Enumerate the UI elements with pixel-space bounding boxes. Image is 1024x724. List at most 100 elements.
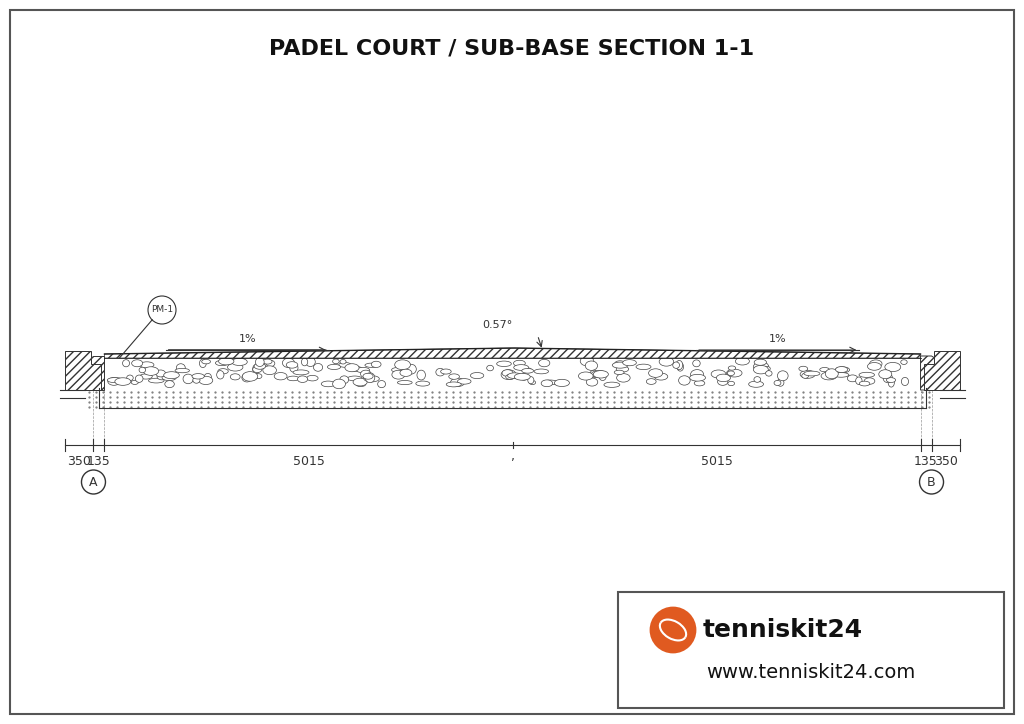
Ellipse shape bbox=[193, 374, 205, 379]
Ellipse shape bbox=[255, 358, 264, 366]
Ellipse shape bbox=[230, 374, 241, 380]
Ellipse shape bbox=[200, 359, 206, 368]
Ellipse shape bbox=[581, 356, 594, 366]
Ellipse shape bbox=[263, 359, 272, 364]
Ellipse shape bbox=[132, 360, 142, 367]
Ellipse shape bbox=[763, 366, 770, 371]
Ellipse shape bbox=[218, 369, 228, 374]
Ellipse shape bbox=[255, 374, 262, 379]
Ellipse shape bbox=[506, 374, 515, 379]
Circle shape bbox=[920, 470, 943, 494]
Ellipse shape bbox=[199, 376, 213, 384]
Ellipse shape bbox=[305, 357, 315, 366]
Ellipse shape bbox=[679, 376, 690, 385]
Ellipse shape bbox=[307, 375, 318, 381]
Ellipse shape bbox=[355, 382, 366, 387]
Ellipse shape bbox=[543, 380, 558, 384]
Ellipse shape bbox=[266, 361, 274, 366]
Ellipse shape bbox=[139, 367, 145, 373]
Ellipse shape bbox=[231, 358, 247, 366]
Ellipse shape bbox=[263, 366, 276, 374]
Ellipse shape bbox=[711, 370, 726, 378]
Ellipse shape bbox=[529, 380, 536, 384]
Ellipse shape bbox=[754, 376, 761, 382]
Ellipse shape bbox=[288, 376, 299, 381]
Ellipse shape bbox=[616, 366, 629, 372]
Ellipse shape bbox=[353, 378, 368, 386]
FancyBboxPatch shape bbox=[618, 592, 1004, 708]
Ellipse shape bbox=[522, 369, 534, 373]
Ellipse shape bbox=[293, 370, 309, 375]
Ellipse shape bbox=[339, 363, 351, 367]
Ellipse shape bbox=[378, 381, 386, 387]
Ellipse shape bbox=[692, 360, 700, 367]
Ellipse shape bbox=[400, 369, 412, 376]
Ellipse shape bbox=[591, 371, 607, 378]
Polygon shape bbox=[921, 356, 940, 390]
Ellipse shape bbox=[175, 369, 189, 373]
Ellipse shape bbox=[366, 373, 375, 383]
Text: 5015: 5015 bbox=[700, 455, 732, 468]
Ellipse shape bbox=[859, 382, 869, 386]
Ellipse shape bbox=[869, 360, 882, 368]
Ellipse shape bbox=[659, 357, 674, 366]
Ellipse shape bbox=[290, 363, 298, 372]
Ellipse shape bbox=[676, 361, 683, 370]
Ellipse shape bbox=[513, 361, 525, 366]
Polygon shape bbox=[65, 351, 101, 390]
Ellipse shape bbox=[242, 374, 252, 382]
Ellipse shape bbox=[749, 381, 764, 387]
Text: 135: 135 bbox=[87, 455, 111, 468]
Ellipse shape bbox=[227, 363, 243, 371]
Text: 0.57°: 0.57° bbox=[482, 320, 513, 330]
Ellipse shape bbox=[508, 373, 522, 379]
Ellipse shape bbox=[834, 373, 849, 377]
Ellipse shape bbox=[636, 364, 651, 369]
Ellipse shape bbox=[407, 364, 417, 374]
Ellipse shape bbox=[253, 366, 262, 373]
Ellipse shape bbox=[157, 374, 167, 380]
Ellipse shape bbox=[356, 367, 370, 373]
Ellipse shape bbox=[394, 360, 411, 370]
Ellipse shape bbox=[821, 372, 837, 380]
Ellipse shape bbox=[486, 366, 494, 371]
Ellipse shape bbox=[885, 363, 901, 371]
Ellipse shape bbox=[777, 371, 788, 381]
Ellipse shape bbox=[362, 374, 373, 379]
Ellipse shape bbox=[887, 378, 896, 382]
Text: A: A bbox=[89, 476, 97, 489]
Ellipse shape bbox=[183, 374, 194, 384]
Ellipse shape bbox=[690, 369, 703, 379]
Polygon shape bbox=[85, 356, 104, 390]
Ellipse shape bbox=[689, 374, 706, 381]
Polygon shape bbox=[924, 351, 961, 390]
Ellipse shape bbox=[131, 380, 138, 384]
Ellipse shape bbox=[497, 361, 511, 366]
Ellipse shape bbox=[727, 369, 742, 377]
Ellipse shape bbox=[440, 369, 452, 374]
Ellipse shape bbox=[333, 379, 345, 389]
Ellipse shape bbox=[614, 361, 626, 367]
Ellipse shape bbox=[148, 378, 164, 383]
Ellipse shape bbox=[501, 370, 516, 379]
Ellipse shape bbox=[298, 376, 307, 382]
Ellipse shape bbox=[717, 374, 730, 382]
Ellipse shape bbox=[340, 376, 348, 384]
Ellipse shape bbox=[322, 381, 335, 387]
Ellipse shape bbox=[804, 371, 820, 376]
Ellipse shape bbox=[554, 379, 569, 387]
Ellipse shape bbox=[718, 378, 728, 385]
Polygon shape bbox=[104, 348, 921, 358]
Ellipse shape bbox=[579, 372, 593, 380]
Ellipse shape bbox=[218, 358, 233, 365]
Ellipse shape bbox=[901, 360, 907, 364]
Circle shape bbox=[651, 608, 695, 652]
Ellipse shape bbox=[847, 375, 858, 382]
Ellipse shape bbox=[392, 370, 404, 379]
Ellipse shape bbox=[139, 374, 153, 379]
Ellipse shape bbox=[800, 370, 815, 379]
Ellipse shape bbox=[867, 363, 882, 370]
Text: PADEL COURT / SUB-BASE SECTION 1-1: PADEL COURT / SUB-BASE SECTION 1-1 bbox=[269, 38, 755, 58]
Ellipse shape bbox=[348, 366, 362, 371]
Ellipse shape bbox=[612, 362, 628, 369]
